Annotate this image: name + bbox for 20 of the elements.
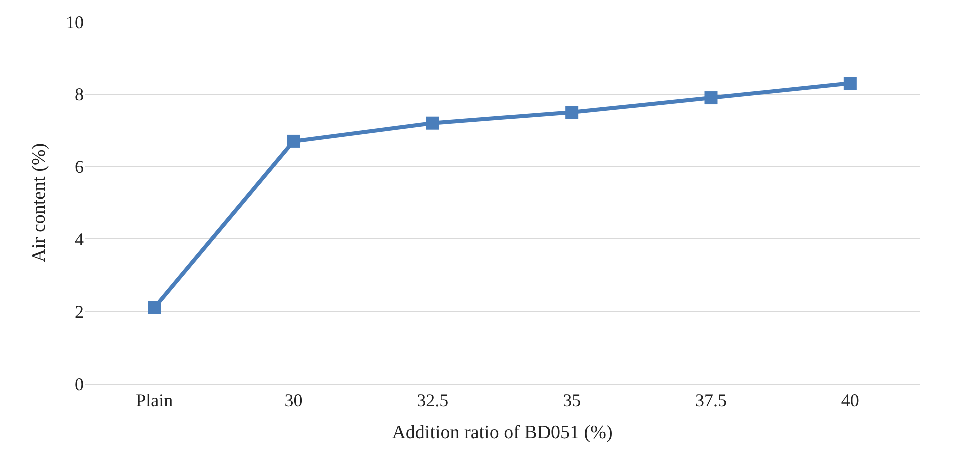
y-tick-label: 6 bbox=[75, 157, 84, 178]
x-tick-label: 32.5 bbox=[417, 390, 449, 411]
point bbox=[426, 116, 440, 130]
x-axis-title: Addition ratio of BD051 (%) bbox=[392, 422, 613, 444]
x-tick-label: 30 bbox=[284, 390, 303, 411]
y-tick-label: 2 bbox=[75, 302, 84, 322]
y-tick-label: 0 bbox=[75, 374, 84, 394]
y-tick-label: 8 bbox=[75, 84, 84, 105]
x-tick-label: 40 bbox=[841, 390, 860, 411]
y-tick-label: 4 bbox=[75, 230, 84, 250]
point bbox=[148, 301, 162, 314]
y-tick-label: 10 bbox=[66, 12, 84, 32]
point bbox=[287, 134, 300, 148]
y-axis-title: Air content (%) bbox=[28, 143, 50, 263]
point bbox=[844, 77, 857, 90]
point bbox=[566, 106, 579, 119]
x-tick-label: Plain bbox=[136, 390, 174, 411]
x-tick-label: 35 bbox=[563, 390, 582, 411]
x-tick-label: 37.5 bbox=[696, 390, 727, 411]
point bbox=[704, 92, 718, 105]
